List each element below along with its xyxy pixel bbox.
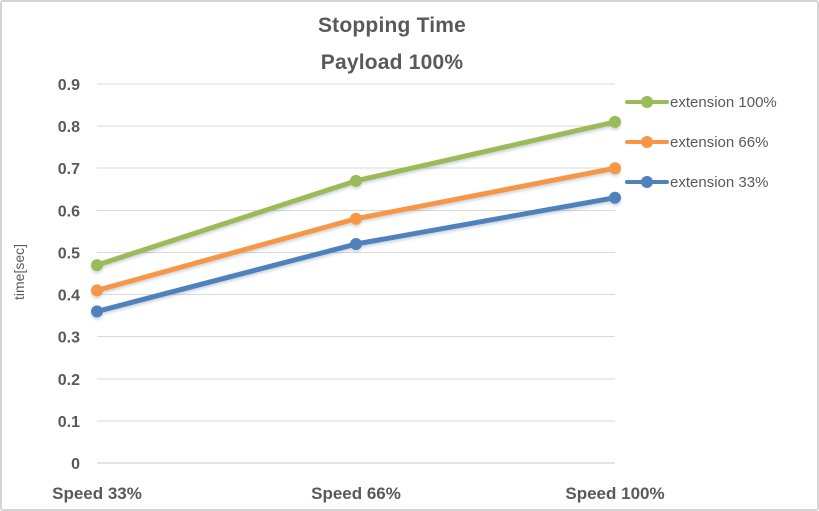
legend-label: extension 100%: [670, 93, 777, 111]
data-point-marker: [609, 115, 621, 128]
data-point-marker: [350, 212, 362, 225]
y-axis-tick-labels: 0 0.1 0.2 0.3 0.4 0.5 0.6 0.7 0.8 0.9: [58, 77, 80, 473]
y-tick-label: 0.5: [58, 245, 80, 262]
legend-line-marker-icon: [625, 136, 669, 148]
gridlines: [97, 83, 615, 464]
y-tick-label: 0: [71, 456, 80, 473]
legend-item[interactable]: extension 33%: [625, 169, 777, 195]
legend-dot: [641, 176, 653, 188]
y-tick-label: 0.3: [58, 330, 80, 347]
chart-title-line2: Payload 100%: [320, 51, 464, 74]
y-tick-label: 0.2: [58, 372, 80, 389]
x-category-label: Speed 66%: [311, 484, 401, 503]
data-point-marker: [91, 259, 103, 272]
legend-dot: [641, 96, 653, 108]
y-tick-label: 0.9: [58, 77, 80, 94]
series-layer: [91, 115, 621, 318]
x-category-label: Speed 33%: [52, 484, 142, 503]
legend-item[interactable]: extension 66%: [625, 129, 777, 155]
series-extension-100-: [91, 115, 621, 272]
legend-line-marker-icon: [625, 176, 669, 188]
data-point-marker: [91, 284, 103, 297]
y-tick-label: 0.4: [58, 288, 80, 305]
data-point-marker: [350, 174, 362, 187]
data-point-marker: [350, 238, 362, 251]
y-tick-label: 0.8: [58, 119, 80, 136]
legend: extension 100% extension 66% extension 33%: [625, 89, 777, 195]
legend-line-marker-icon: [625, 96, 669, 108]
data-point-marker: [609, 162, 621, 175]
chart-title: Stopping Time Payload 100%: [2, 7, 782, 81]
legend-item[interactable]: extension 100%: [625, 89, 777, 115]
y-tick-label: 0.1: [58, 414, 80, 431]
legend-label: extension 66%: [670, 133, 769, 151]
legend-label: extension 33%: [670, 173, 769, 191]
series-extension-33-: [91, 191, 621, 318]
legend-dot: [641, 136, 653, 148]
x-category-label: Speed 100%: [565, 484, 664, 503]
data-point-marker: [609, 191, 621, 204]
x-axis-category-labels: Speed 33% Speed 66% Speed 100%: [52, 484, 665, 503]
chart-title-line1: Stopping Time: [317, 14, 467, 37]
data-point-marker: [91, 305, 103, 318]
y-tick-label: 0.7: [58, 161, 80, 178]
y-tick-label: 0.6: [58, 203, 80, 220]
series-extension-66-: [91, 162, 621, 297]
